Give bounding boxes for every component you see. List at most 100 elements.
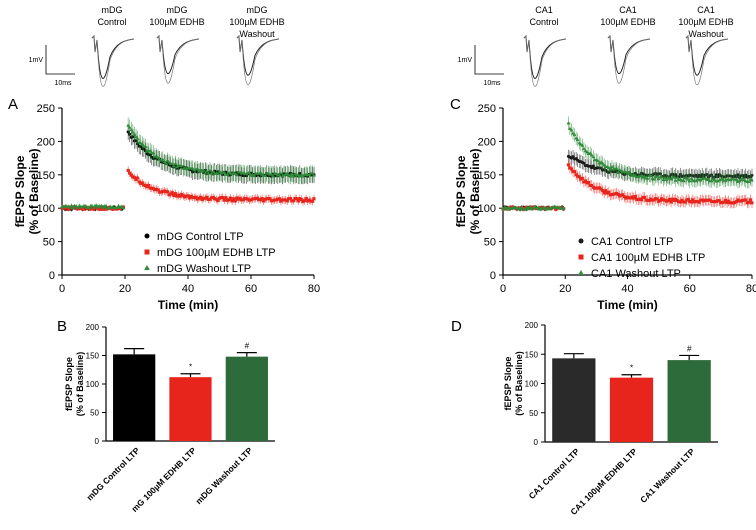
data-point (301, 200, 305, 204)
data-point (734, 177, 739, 181)
data-point (241, 198, 245, 202)
data-point (675, 199, 679, 203)
trace-label: 100µM EDHB (149, 17, 204, 27)
data-point (635, 197, 639, 201)
data-point (715, 179, 720, 183)
data-point (574, 136, 578, 140)
bar (169, 377, 212, 441)
scale-label-x: 10ms (483, 80, 501, 87)
data-point (589, 153, 594, 157)
data-point (663, 175, 667, 180)
panel-letter: C (450, 96, 461, 113)
data-point (284, 198, 288, 202)
data-point (597, 161, 602, 165)
data-point (218, 196, 221, 200)
y-tick-label: 100 (37, 203, 55, 215)
data-point (673, 178, 678, 182)
data-point (273, 198, 277, 202)
data-point (116, 203, 121, 208)
data-point (162, 159, 167, 164)
y-tick-label: 0 (49, 270, 55, 282)
data-point (660, 197, 664, 201)
data-point (295, 197, 299, 201)
data-point (96, 205, 101, 209)
data-point (161, 189, 165, 193)
data-point (655, 174, 659, 178)
data-point (661, 198, 665, 202)
x-tick-label: 20 (119, 283, 131, 295)
data-point (263, 197, 267, 201)
data-point (712, 177, 717, 182)
data-point (588, 184, 592, 188)
data-point (159, 190, 163, 194)
data-point (571, 131, 575, 135)
data-point (510, 206, 515, 210)
data-point (147, 183, 151, 187)
data-point (246, 197, 250, 201)
data-point (68, 205, 72, 209)
data-point (536, 205, 541, 209)
trace-label: CA1 (619, 5, 637, 15)
data-point (641, 175, 645, 179)
data-point (594, 186, 598, 190)
barchart-D: 0 50 100 150 200 fEPSP Slope (% of Baseline) CA… (503, 321, 718, 517)
data-point (208, 197, 212, 201)
data-point (166, 190, 170, 194)
series-2 (501, 116, 754, 212)
data-point (252, 173, 256, 177)
y-tick-label: 0 (95, 437, 100, 446)
data-point (304, 197, 308, 201)
data-point (184, 194, 188, 198)
data-point (619, 193, 623, 197)
y-axis-label: (% of Baseline) (27, 148, 41, 234)
data-point (579, 177, 583, 181)
data-point (561, 206, 566, 210)
data-point (627, 170, 631, 174)
data-point (128, 171, 132, 175)
y-tick-label: 50 (529, 409, 538, 418)
data-point (307, 198, 311, 202)
data-point (687, 179, 692, 183)
data-point (686, 177, 690, 181)
data-point (582, 180, 586, 184)
data-point (210, 196, 214, 200)
data-point (251, 197, 255, 201)
data-point (569, 128, 574, 132)
data-point (159, 158, 164, 162)
data-point (597, 186, 601, 190)
scale-label-y: 1mV (29, 57, 44, 64)
data-point (205, 169, 209, 173)
data-point (643, 195, 647, 199)
data-point (235, 173, 239, 177)
trace-label: 100µM EDHB (600, 17, 655, 27)
trace-inset-right: 1mV 10ms CA1 Control CA1 100µM EDHB CA1 100µM E… (458, 5, 734, 87)
x-tick-label: 40 (182, 283, 194, 295)
data-point (127, 125, 132, 129)
data-point (244, 197, 248, 201)
data-point (686, 197, 690, 201)
scale-bar (474, 45, 504, 75)
data-point (554, 208, 558, 212)
scale-label-x: 10ms (54, 80, 72, 87)
data-point (132, 132, 137, 136)
data-point (641, 195, 645, 199)
data-point (175, 194, 179, 198)
data-point (608, 193, 612, 197)
data-point (279, 199, 283, 203)
data-point (646, 198, 650, 202)
y-axis-label: fEPSP Slope (503, 357, 513, 411)
data-point (153, 188, 157, 192)
bar (225, 356, 268, 441)
data-point (714, 199, 718, 203)
data-point (747, 200, 751, 204)
data-point (126, 168, 130, 172)
bar (667, 360, 711, 442)
data-point (126, 123, 130, 127)
data-point (205, 195, 209, 199)
data-point (601, 189, 605, 193)
y-axis-label: fEPSP Slope (13, 155, 27, 227)
data-point (607, 165, 611, 169)
data-point (306, 199, 310, 203)
trace-line (91, 35, 135, 87)
